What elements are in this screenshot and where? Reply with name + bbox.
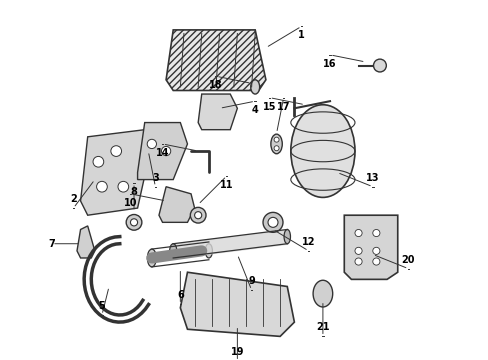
Text: 13: 13: [366, 173, 379, 183]
Circle shape: [161, 147, 170, 156]
Circle shape: [194, 212, 202, 219]
Polygon shape: [137, 122, 187, 180]
Polygon shape: [344, 215, 397, 279]
Circle shape: [93, 156, 103, 167]
Circle shape: [372, 258, 379, 265]
Circle shape: [372, 229, 379, 237]
Text: 21: 21: [316, 323, 329, 333]
Text: 1: 1: [298, 30, 305, 40]
Text: 15: 15: [262, 102, 276, 112]
Text: 16: 16: [323, 59, 336, 69]
Text: 12: 12: [301, 237, 315, 247]
Circle shape: [267, 217, 278, 227]
Ellipse shape: [205, 244, 212, 258]
Circle shape: [130, 219, 137, 226]
Text: 10: 10: [123, 198, 137, 208]
Circle shape: [354, 247, 362, 255]
Text: 19: 19: [230, 347, 244, 357]
Circle shape: [354, 258, 362, 265]
Circle shape: [263, 212, 283, 232]
Ellipse shape: [290, 105, 354, 197]
Text: 5: 5: [99, 301, 105, 311]
Polygon shape: [159, 187, 194, 222]
Text: 14: 14: [156, 148, 169, 158]
Text: 4: 4: [251, 105, 258, 115]
Polygon shape: [77, 226, 95, 258]
Ellipse shape: [312, 280, 332, 307]
Circle shape: [354, 229, 362, 237]
Text: 18: 18: [209, 80, 223, 90]
Circle shape: [111, 146, 122, 156]
Text: 2: 2: [70, 194, 77, 204]
Text: 20: 20: [401, 255, 414, 265]
Ellipse shape: [250, 80, 259, 94]
Text: 7: 7: [49, 239, 55, 249]
Polygon shape: [180, 272, 294, 336]
Polygon shape: [166, 30, 265, 90]
Circle shape: [97, 181, 107, 192]
Circle shape: [190, 207, 205, 223]
Text: 17: 17: [276, 102, 290, 112]
Ellipse shape: [284, 229, 290, 244]
Text: 8: 8: [130, 187, 137, 197]
Text: 9: 9: [248, 276, 254, 286]
Text: 11: 11: [220, 180, 233, 190]
Polygon shape: [198, 94, 237, 130]
Circle shape: [273, 146, 279, 151]
Circle shape: [273, 137, 279, 142]
Circle shape: [118, 181, 128, 192]
Circle shape: [372, 247, 379, 255]
Ellipse shape: [147, 249, 156, 267]
Polygon shape: [81, 130, 152, 215]
Circle shape: [373, 59, 386, 72]
Ellipse shape: [270, 134, 282, 154]
Text: 6: 6: [177, 291, 183, 300]
Ellipse shape: [169, 244, 177, 258]
Circle shape: [126, 215, 142, 230]
Text: 3: 3: [152, 173, 159, 183]
Circle shape: [147, 139, 156, 149]
